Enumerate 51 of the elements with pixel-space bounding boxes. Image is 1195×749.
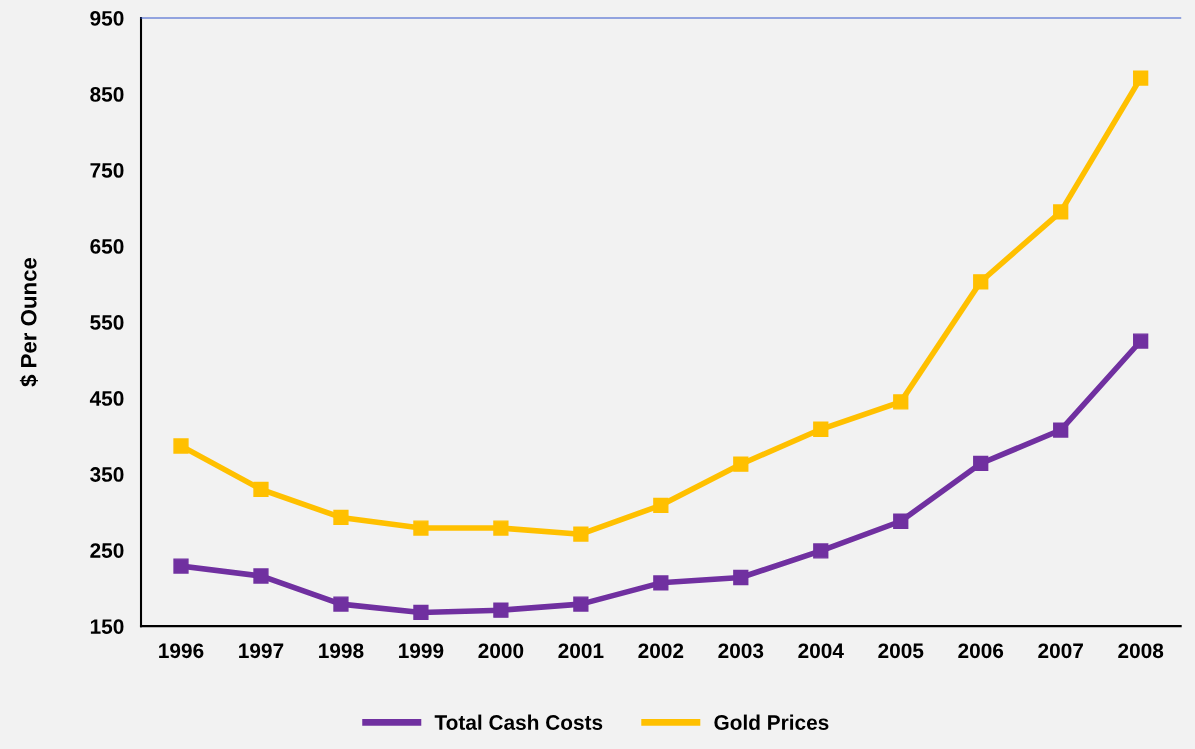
point (573, 526, 589, 542)
y-tick-label: 950 (90, 10, 124, 26)
point (653, 497, 669, 513)
x-tick-label: 2005 (878, 643, 924, 659)
y-axis-title: $ Per Ounce (19, 257, 39, 387)
point (173, 558, 189, 574)
point (573, 596, 589, 612)
point (173, 438, 189, 454)
x-tick-label: 2001 (558, 643, 604, 659)
y-tick-label: 250 (90, 543, 124, 558)
x-tick-label: 2006 (958, 643, 1004, 659)
point (893, 513, 909, 529)
point (733, 456, 749, 472)
point (813, 421, 829, 437)
point (813, 543, 829, 559)
y-tick-label: 550 (90, 315, 124, 330)
x-tick-label: 1999 (399, 643, 444, 659)
x-tick-label: 2007 (1038, 643, 1083, 659)
point (893, 394, 909, 410)
point (973, 455, 989, 472)
x-tick-label: 2003 (718, 643, 764, 659)
point (413, 604, 429, 621)
legend-label: Gold Prices (714, 714, 829, 730)
x-tick-label: 2004 (798, 643, 844, 659)
y-tick-label: 150 (90, 619, 124, 634)
x-tick-label: 2000 (478, 643, 524, 659)
y-tick-label: 450 (89, 391, 124, 406)
point (253, 481, 269, 497)
point (973, 274, 989, 290)
x-tick-label: 2002 (638, 643, 684, 659)
x-tick-label: 1997 (239, 643, 284, 659)
y-tick-label: 750 (90, 163, 124, 178)
point (1133, 333, 1149, 349)
point (493, 602, 509, 618)
x-tick-label: 1998 (319, 643, 364, 659)
x-tick-label: 1996 (159, 643, 204, 659)
x-tick-label: 2008 (1118, 643, 1164, 659)
point (1053, 204, 1069, 220)
point (733, 569, 749, 586)
y-tick-label: 350 (90, 467, 124, 482)
y-tick-label: 650 (90, 239, 124, 254)
point (1053, 422, 1069, 438)
point (653, 575, 669, 591)
point (253, 568, 269, 584)
point (493, 520, 509, 536)
y-tick-label: 850 (90, 87, 124, 102)
point (1133, 70, 1149, 86)
point (333, 596, 349, 612)
legend-label: Total Cash Costs (434, 714, 603, 730)
point (413, 520, 429, 536)
point (333, 509, 349, 526)
